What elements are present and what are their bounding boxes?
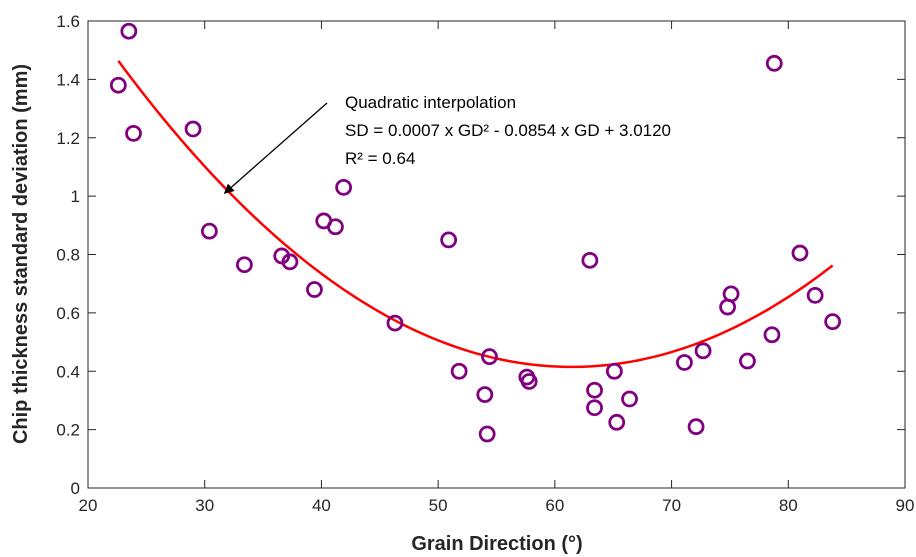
y-axis-title: Chip thickness standard deviation (mm) — [10, 64, 32, 444]
data-point — [386, 314, 404, 332]
y-tick-label: 1.2 — [56, 129, 80, 148]
data-point — [581, 251, 599, 269]
y-tick-label: 1.6 — [56, 12, 80, 31]
x-tick-label: 50 — [429, 496, 448, 515]
data-point — [765, 54, 783, 72]
data-point — [694, 342, 712, 360]
data-point — [440, 231, 458, 249]
annotation-arrow — [223, 102, 328, 194]
x-tick-label: 30 — [195, 496, 214, 515]
data-point — [306, 281, 323, 298]
data-point — [586, 399, 603, 417]
y-tick-label: 0.4 — [56, 362, 80, 381]
data-point — [478, 425, 496, 443]
annotation-line-1: Quadratic interpolation — [345, 93, 516, 112]
data-point — [184, 120, 202, 138]
x-tick-label: 80 — [779, 496, 798, 515]
x-tick-label: 90 — [896, 496, 915, 515]
data-point — [621, 390, 638, 408]
plot-area — [88, 21, 905, 488]
annotation-line-3: R² = 0.64 — [345, 149, 415, 168]
x-tick-label: 60 — [545, 496, 564, 515]
x-tick-label: 40 — [312, 496, 331, 515]
data-point — [739, 352, 756, 370]
data-point — [687, 418, 705, 436]
data-point — [824, 313, 842, 331]
data-point — [806, 286, 824, 304]
data-point — [327, 218, 344, 236]
annotation-line-2: SD = 0.0007 x GD² - 0.0854 x GD + 3.0120 — [345, 121, 671, 140]
data-point — [120, 22, 138, 40]
data-point — [586, 381, 603, 399]
data-point — [605, 362, 623, 380]
data-point — [481, 348, 498, 366]
data-point — [450, 362, 468, 380]
data-point — [608, 413, 626, 431]
x-tick-label: 20 — [79, 496, 98, 515]
y-tick-label: 0.8 — [56, 246, 80, 265]
data-point — [109, 76, 127, 94]
data-point — [200, 222, 218, 240]
fit-curve — [117, 60, 834, 369]
data-point — [722, 285, 740, 303]
data-point — [281, 253, 299, 271]
x-tick-label: 70 — [662, 496, 681, 515]
data-point — [335, 178, 353, 196]
y-tick-label: 0.2 — [56, 421, 80, 440]
x-axis-title: Grain Direction (°) — [411, 533, 582, 555]
data-point — [763, 326, 781, 344]
y-tick-label: 1 — [71, 187, 80, 206]
data-point — [676, 354, 693, 371]
data-point — [791, 244, 809, 262]
data-point — [520, 373, 538, 390]
data-point — [476, 386, 494, 404]
y-tick-label: 0 — [71, 479, 80, 498]
data-point — [235, 256, 253, 274]
y-tick-label: 1.4 — [56, 70, 80, 89]
y-tick-label: 0.6 — [56, 304, 80, 323]
data-point — [125, 124, 142, 142]
